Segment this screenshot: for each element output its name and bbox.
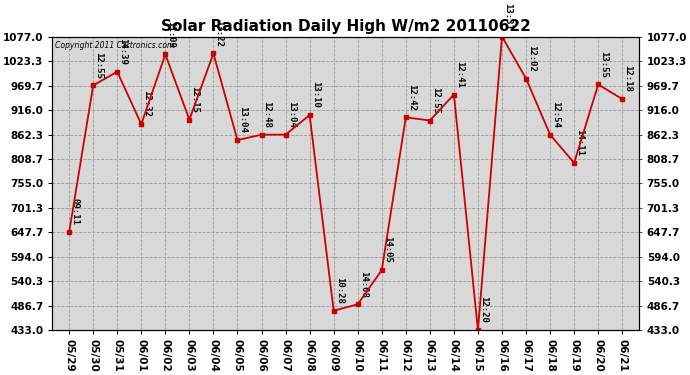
Text: 13:10: 13:10 [310,81,319,108]
Text: 14:08: 14:08 [359,270,368,297]
Text: 12:20: 12:20 [479,297,488,323]
Text: 14:11: 14:11 [575,129,584,156]
Text: 14:39: 14:39 [118,38,127,65]
Text: 14:05: 14:05 [383,236,392,263]
Text: 12:48: 12:48 [263,101,272,128]
Text: 13:55: 13:55 [599,51,609,78]
Text: 12:02: 12:02 [527,45,536,72]
Text: 12:55: 12:55 [431,87,440,114]
Text: 13:04: 13:04 [239,106,248,133]
Text: 12:55: 12:55 [95,52,103,78]
Text: 12:54: 12:54 [551,101,560,128]
Text: 13:31: 13:31 [503,3,512,30]
Text: 12:41: 12:41 [455,61,464,88]
Text: 09:11: 09:11 [70,198,79,225]
Text: 12:18: 12:18 [623,65,632,92]
Text: Copyright 2011 Cartronics.com: Copyright 2011 Cartronics.com [55,41,175,50]
Text: 12:32: 12:32 [142,90,151,117]
Title: Solar Radiation Daily High W/m2 20110622: Solar Radiation Daily High W/m2 20110622 [161,19,531,34]
Text: 10:28: 10:28 [335,277,344,304]
Text: 13:04: 13:04 [286,101,295,128]
Text: 12:42: 12:42 [407,84,416,110]
Text: 12:15: 12:15 [190,86,199,112]
Text: 13:22: 13:22 [215,20,224,46]
Text: 11:09: 11:09 [166,21,175,48]
